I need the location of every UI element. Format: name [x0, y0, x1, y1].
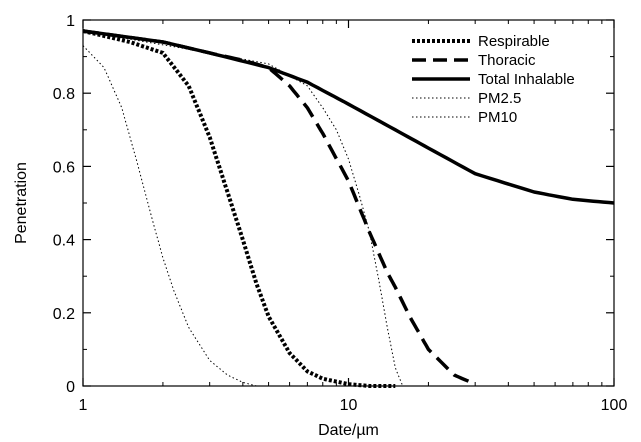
curves-layer: [82, 29, 615, 388]
y-tick-label: 1: [66, 13, 75, 30]
x-tick-label: 10: [340, 397, 358, 414]
legend-label-total-inhalable: Total Inhalable: [478, 71, 575, 88]
series-line-respirable: [82, 29, 396, 388]
series-line-pm10: [82, 30, 404, 387]
x-tick-label: 1: [79, 397, 88, 414]
y-tick-label: 0: [66, 379, 75, 396]
legend-label-respirable: Respirable: [478, 33, 550, 50]
series-line-pm2-5: [82, 45, 257, 387]
legend-label-pm2-5: PM2.5: [478, 90, 521, 107]
y-tick-label: 0.6: [53, 159, 75, 176]
y-axis-title: Penetration: [13, 162, 30, 244]
x-tick-label: 100: [601, 397, 628, 414]
legend-label-pm10: PM10: [478, 109, 517, 126]
legend: Respirable Thoracic Total Inhalable PM2.5 PM…: [412, 33, 575, 126]
legend-label-thoracic: Thoracic: [478, 52, 536, 69]
y-tick-label: 0.4: [53, 233, 75, 250]
x-axis-title: Date/µm: [318, 422, 379, 439]
ticks-layer: 1 10 100 0 0.2 0.4 0.6 0.8 1: [53, 13, 628, 414]
y-tick-label: 0.2: [53, 306, 75, 323]
y-tick-label: 0.8: [53, 86, 75, 103]
